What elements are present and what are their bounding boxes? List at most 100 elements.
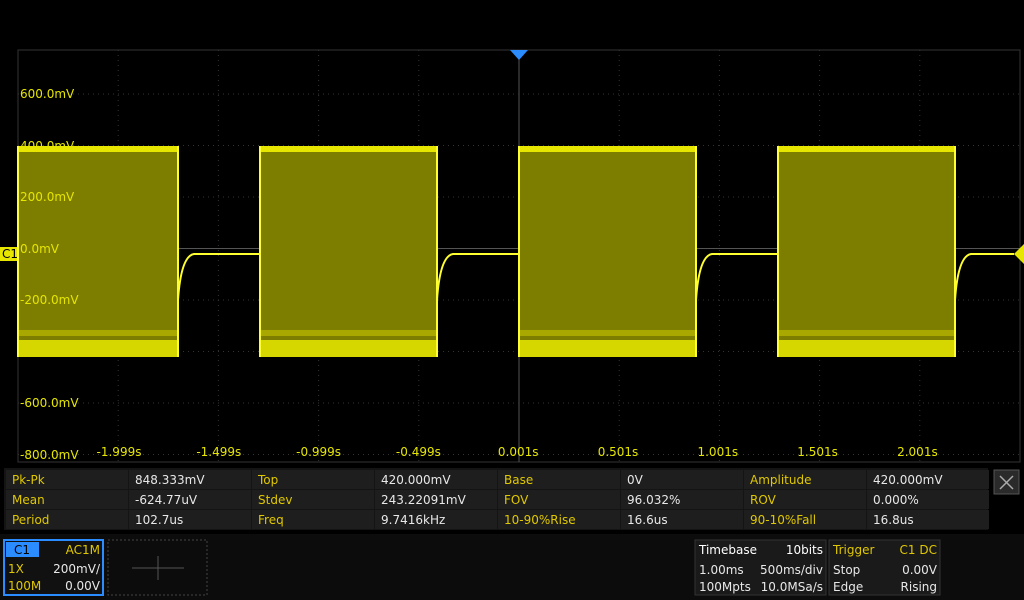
trigger-source: C1 DC	[900, 543, 937, 557]
close-icon	[999, 475, 1014, 490]
measurement-cell	[621, 470, 743, 489]
signal-baseline	[695, 253, 778, 301]
measurement-value: 0V	[627, 473, 644, 487]
add-icon	[132, 556, 184, 580]
signal-band	[260, 340, 437, 357]
signal-band	[778, 330, 955, 336]
x-axis-label: 1.001s	[697, 445, 738, 459]
trigger-level: 0.00V	[902, 563, 938, 577]
measurement-cell	[498, 490, 620, 509]
measurement-cell	[744, 490, 866, 509]
measurement-cell	[867, 490, 989, 509]
measurement-cell	[498, 510, 620, 529]
y-axis-label: 400.0mV	[20, 139, 75, 153]
measurement-cell	[129, 510, 251, 529]
measurement-cell	[498, 470, 620, 489]
measurement-value: 102.7us	[135, 513, 183, 527]
channel-bandwidth: 100M	[8, 579, 41, 593]
measurement-label: 10-90%Rise	[504, 513, 576, 527]
trigger-box[interactable]	[828, 539, 941, 596]
signal-band	[519, 340, 696, 357]
measurement-cell	[744, 510, 866, 529]
signal-band	[18, 340, 178, 357]
measurement-cell	[6, 470, 128, 489]
timebase-rate: 10.0MSa/s	[761, 580, 823, 594]
measurement-label: Pk-Pk	[12, 473, 45, 487]
measurement-value: 16.8us	[873, 513, 914, 527]
x-axis-label: -0.999s	[296, 445, 341, 459]
measurement-cell	[129, 490, 251, 509]
measurement-cell	[621, 490, 743, 509]
y-axis-label: 200.0mV	[20, 190, 75, 204]
signal-band	[519, 330, 696, 336]
channel-coupling: AC1M	[66, 543, 100, 557]
measurement-cell	[621, 510, 743, 529]
axis-labels: 600.0mV 400.0mV 200.0mV 0.0mV -200.0mV -600.0…	[20, 87, 938, 462]
measurement-cell	[252, 470, 374, 489]
measurement-value: 420.000mV	[381, 473, 451, 487]
measurement-cell	[252, 510, 374, 529]
measurement-cell	[252, 490, 374, 509]
measurement-cell	[6, 490, 128, 509]
measurement-value: 420.000mV	[873, 473, 943, 487]
x-axis-label: 0.501s	[598, 445, 639, 459]
measurement-value: 9.7416kHz	[381, 513, 445, 527]
y-axis-label: 0.0mV	[20, 242, 60, 256]
x-axis-label: 2.001s	[897, 445, 938, 459]
y-axis-label: -200.0mV	[20, 293, 79, 307]
timebase-delay: 1.00ms	[699, 563, 744, 577]
trigger-slope: Rising	[901, 580, 937, 594]
measurement-label: Period	[12, 513, 49, 527]
y-axis-label: -600.0mV	[20, 396, 79, 410]
trigger-position-marker	[510, 50, 528, 60]
signal-band	[778, 340, 955, 357]
timebase-depth: 100Mpts	[699, 580, 751, 594]
y-axis-label: 600.0mV	[20, 87, 75, 101]
channel-offset: 0.00V	[65, 579, 101, 593]
measurement-value: 16.6us	[627, 513, 668, 527]
measurement-cell	[867, 510, 989, 529]
measurement-value: 243.22091mV	[381, 493, 467, 507]
measurement-cell	[375, 510, 497, 529]
measurement-value: 848.333mV	[135, 473, 205, 487]
add-channel-box[interactable]	[107, 539, 208, 596]
y-axis-label: -800.0mV	[20, 448, 79, 462]
timebase-title: Timebase	[698, 543, 757, 557]
signal-band	[778, 146, 955, 152]
measurement-value: -624.77uV	[135, 493, 198, 507]
signal-envelope	[519, 146, 696, 357]
signal-band	[260, 330, 437, 336]
channel-marker-bg	[0, 247, 17, 261]
signal-band	[18, 146, 178, 152]
measurement-value: 0.000%	[873, 493, 919, 507]
signal-envelope	[260, 146, 437, 357]
x-axis-label: 0.001s	[498, 445, 539, 459]
measurement-cell	[867, 470, 989, 489]
signal-baseline	[436, 253, 519, 301]
timebase-box[interactable]	[694, 539, 827, 596]
signal-band	[18, 330, 178, 336]
channel-box[interactable]	[3, 539, 104, 596]
x-axis-label: 1.501s	[797, 445, 838, 459]
measurement-cell	[129, 470, 251, 489]
trigger-title: Trigger	[832, 543, 874, 557]
timebase-scale: 500ms/div	[760, 563, 823, 577]
measurement-label: 90-10%Fall	[750, 513, 816, 527]
measurement-label: Top	[257, 473, 278, 487]
waveform	[17, 146, 1014, 357]
x-axis-label: -1.999s	[97, 445, 142, 459]
measurement-label: ROV	[750, 493, 777, 507]
measurement-label: FOV	[504, 493, 529, 507]
trigger-state: Stop	[833, 563, 860, 577]
signal-baseline	[954, 253, 1014, 301]
measurement-cell	[375, 470, 497, 489]
channel-scale: 200mV/	[53, 562, 101, 576]
measurement-label: Stdev	[258, 493, 292, 507]
measurement-label: Amplitude	[750, 473, 812, 487]
channel-name: C1	[14, 543, 30, 557]
trigger-level-marker	[1014, 244, 1024, 264]
measurement-table: Pk-Pk 848.333mV Top 420.000mV Base 0V Amplitud…	[6, 470, 989, 529]
signal-envelope	[778, 146, 955, 357]
trigger-type: Edge	[833, 580, 863, 594]
